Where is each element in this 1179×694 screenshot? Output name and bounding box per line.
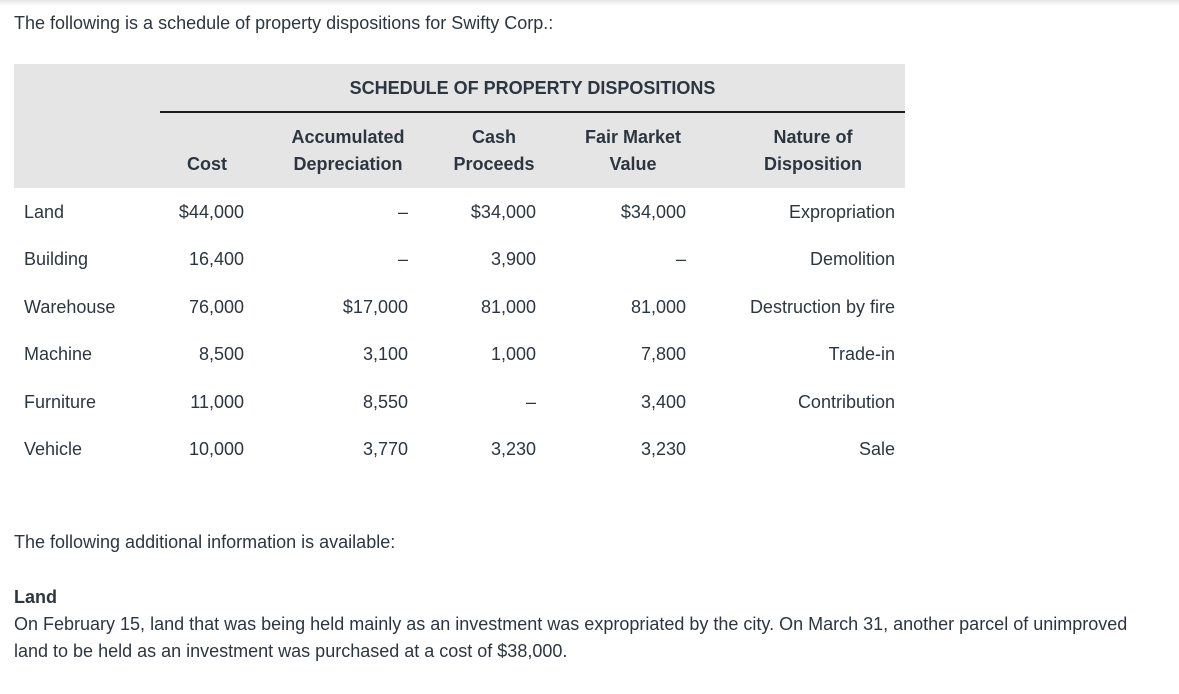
- fair-market-value: 3,230: [640, 439, 686, 459]
- nature-of-disposition: Trade-in: [828, 344, 895, 364]
- column-header-line2: Proceeds: [453, 154, 535, 174]
- column-header-accumulated-depreciation: Accumulated Depreciation: [278, 124, 418, 178]
- column-header-line1: Cash: [471, 127, 516, 147]
- cost-value: 10,000: [188, 439, 244, 459]
- fair-market-value: 3,400: [640, 392, 686, 412]
- top-edge-shadow: [0, 0, 1179, 6]
- title-divider: [160, 111, 905, 113]
- accumulated-depreciation-value: 3,100: [362, 344, 408, 364]
- nature-of-disposition: Expropriation: [788, 202, 895, 222]
- cost-value: 76,000: [188, 297, 244, 317]
- cash-proceeds-value: 81,000: [480, 297, 536, 317]
- accumulated-depreciation-value: $17,000: [342, 297, 408, 317]
- asset-name: Vehicle: [24, 439, 83, 459]
- section-body: On February 15, land that was being held…: [14, 614, 1128, 661]
- column-header-cash-proceeds: Cash Proceeds: [438, 124, 550, 178]
- asset-name: Building: [24, 249, 89, 269]
- asset-name: Machine: [24, 344, 93, 364]
- accumulated-depreciation-value: –: [397, 249, 408, 269]
- column-header-line1: Nature of: [773, 127, 853, 147]
- column-header-line1: Accumulated: [291, 127, 405, 147]
- table-header-background: [14, 64, 905, 188]
- asset-name: Furniture: [24, 392, 97, 412]
- table-title: SCHEDULE OF PROPERTY DISPOSITIONS: [349, 78, 716, 98]
- additional-info-text: The following additional information is …: [14, 532, 396, 552]
- cash-proceeds-value: 1,000: [490, 344, 536, 364]
- cost-value: 11,000: [190, 392, 244, 412]
- cost-value: 8,500: [198, 344, 244, 364]
- asset-name: Land: [24, 202, 65, 222]
- nature-of-disposition: Contribution: [797, 392, 895, 412]
- cash-proceeds-value: –: [525, 392, 536, 412]
- nature-of-disposition: Sale: [858, 439, 895, 459]
- fair-market-value: –: [675, 249, 686, 269]
- column-header-nature-of-disposition: Nature of Disposition: [744, 124, 882, 178]
- cost-value: $44,000: [178, 202, 244, 222]
- column-header-fair-market-value: Fair Market Value: [569, 124, 697, 178]
- column-header-line2: Cost: [187, 154, 227, 174]
- cash-proceeds-value: 3,900: [490, 249, 536, 269]
- land-section: Land On February 15, land that was being…: [14, 584, 1134, 665]
- asset-name: Warehouse: [24, 297, 116, 317]
- column-header-line2: Value: [609, 154, 657, 174]
- nature-of-disposition: Destruction by fire: [749, 297, 895, 317]
- accumulated-depreciation-value: 8,550: [362, 392, 408, 412]
- intro-text: The following is a schedule of property …: [14, 13, 554, 33]
- cash-proceeds-value: $34,000: [470, 202, 536, 222]
- column-header-line2: Depreciation: [293, 154, 403, 174]
- column-header-line1: Fair Market: [584, 127, 682, 147]
- section-heading: Land: [14, 587, 57, 607]
- fair-market-value: 81,000: [630, 297, 686, 317]
- column-header-cost: Cost: [164, 124, 250, 178]
- column-header-line1: [164, 124, 250, 151]
- cash-proceeds-value: 3,230: [490, 439, 536, 459]
- cost-value: 16,400: [188, 249, 244, 269]
- column-header-line2: Disposition: [764, 154, 862, 174]
- accumulated-depreciation-value: 3,770: [362, 439, 408, 459]
- fair-market-value: $34,000: [620, 202, 686, 222]
- fair-market-value: 7,800: [640, 344, 686, 364]
- accumulated-depreciation-value: –: [397, 202, 408, 222]
- nature-of-disposition: Demolition: [809, 249, 895, 269]
